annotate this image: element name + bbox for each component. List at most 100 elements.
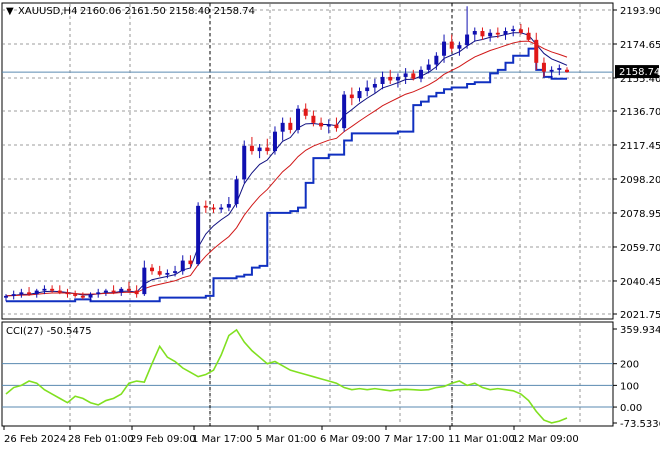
candle-body: [103, 290, 108, 293]
candle-body: [50, 288, 55, 291]
candle-body: [380, 76, 385, 84]
cci-plot-area[interactable]: [1, 321, 614, 427]
candle-body: [334, 124, 339, 129]
time-label: 11 Mar 01:00: [448, 434, 515, 445]
price-tick-label: 2098.20: [620, 175, 660, 186]
price-tick-label: 2021.75: [620, 310, 660, 321]
cci-label: CCI(27) -50.5475: [6, 326, 92, 337]
candle-body: [19, 292, 24, 295]
candle-body: [511, 29, 516, 32]
candle-body: [96, 292, 101, 295]
candle-body: [418, 69, 423, 79]
candle-body: [219, 207, 224, 210]
candles: [4, 6, 569, 302]
price-axis: 2193.90 2174.65 2155.40 2136.70 2117.45 2098.…: [613, 6, 660, 321]
ohlc-readout: 2160.06 2161.50 2158.40 2158.74: [80, 6, 255, 17]
candle-body: [541, 62, 546, 72]
candle-body: [296, 108, 301, 130]
candle-body: [434, 55, 439, 65]
price-tick-label: 2117.45: [620, 141, 660, 152]
candle-body: [411, 73, 416, 79]
time-label: 5 Mar 01:00: [256, 434, 316, 445]
time-label: 7 Mar 17:00: [384, 434, 444, 445]
candle-body: [211, 207, 216, 210]
price-badge: 2158.74: [615, 65, 660, 79]
cci-axis: 359.9345 200 100 0.00 -73.5336: [613, 325, 660, 430]
trailing-stop-line: [6, 47, 567, 303]
candle-body: [88, 294, 93, 298]
time-label: 28 Feb 01:00: [68, 434, 134, 445]
candle-body: [288, 122, 293, 130]
time-label: 29 Feb 09:00: [130, 434, 196, 445]
svg-text:2158.74: 2158.74: [619, 67, 660, 78]
candle-body: [357, 91, 362, 99]
candle-body: [395, 76, 400, 81]
candle-body: [326, 124, 331, 127]
cci-line: [5, 328, 568, 424]
candle-body: [503, 31, 508, 35]
candle-body: [534, 39, 539, 63]
candle-body: [549, 69, 554, 72]
candle-body: [119, 288, 124, 293]
price-tick-label: 2155.40: [620, 74, 660, 85]
dropdown-arrow-icon[interactable]: ▼: [6, 6, 14, 17]
candle-body: [4, 295, 8, 298]
candle-body: [311, 115, 316, 123]
time-label: 6 Mar 09:00: [320, 434, 380, 445]
candle-body: [42, 288, 47, 291]
candle-body: [518, 29, 523, 33]
time-label: 1 Mar 17:00: [192, 434, 252, 445]
cci-polyline: [5, 328, 568, 424]
symbol-label: XAUUSD,H4: [18, 6, 77, 17]
candle-body: [150, 267, 155, 272]
candle-body: [319, 122, 324, 127]
candle-body: [465, 34, 470, 46]
candle-body: [480, 31, 485, 37]
candle-body: [165, 272, 170, 275]
candle-body: [388, 76, 393, 81]
candle-body: [242, 145, 247, 180]
candle-body: [565, 69, 569, 73]
candle-body: [495, 32, 500, 35]
candle-body: [457, 45, 462, 49]
candle-body: [265, 147, 270, 152]
price-tick-label: 2040.45: [620, 277, 660, 288]
candle-body: [134, 290, 139, 295]
candle-body: [557, 68, 562, 70]
cci-tick-label: 200: [620, 360, 639, 371]
candle-body: [280, 122, 285, 132]
price-tick-label: 2078.95: [620, 209, 660, 220]
candle-body: [65, 292, 70, 295]
candle-body: [372, 83, 377, 88]
candle-body: [73, 294, 78, 296]
main-plot-area[interactable]: [1, 2, 614, 320]
candle-body: [34, 290, 39, 295]
candle-body: [303, 108, 308, 116]
cci-tick-label: 359.9345: [620, 325, 660, 336]
candle-body: [349, 94, 354, 99]
candle-body: [142, 267, 147, 295]
price-tick-label: 2174.65: [620, 40, 660, 51]
candle-body: [196, 205, 201, 265]
candle-body: [173, 271, 178, 273]
time-label: 12 Mar 09:00: [512, 434, 579, 445]
candle-body: [442, 41, 447, 56]
cci-tick-label: 100: [620, 381, 639, 392]
candle-body: [80, 295, 85, 298]
candle-body: [188, 260, 193, 265]
candle-body: [234, 179, 239, 205]
candle-body: [111, 290, 116, 293]
stop-line-path: [6, 47, 567, 303]
cci-grid: [2, 323, 613, 425]
candle-body: [249, 145, 254, 152]
candle-body: [472, 31, 477, 35]
candle-body: [526, 32, 531, 40]
candle-body: [57, 290, 62, 293]
time-label: 26 Feb 2024: [4, 434, 66, 445]
candle-body: [203, 205, 208, 208]
candle-body: [449, 41, 454, 49]
candle-body: [488, 32, 493, 37]
candle-body: [11, 294, 16, 296]
